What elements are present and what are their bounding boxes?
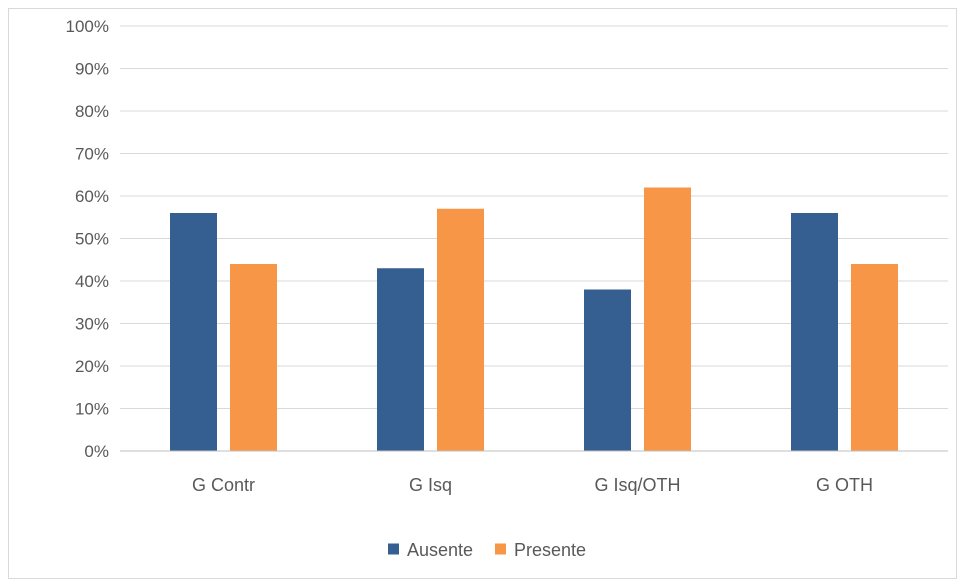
legend-swatch-presente: [495, 543, 506, 555]
y-tick-label: 60%: [75, 187, 109, 206]
y-tick-label: 90%: [75, 60, 109, 79]
y-tick-label: 30%: [75, 315, 109, 334]
y-tick-label: 70%: [75, 145, 109, 164]
y-tick-label: 40%: [75, 272, 109, 291]
bar-ausente-2: [584, 289, 631, 451]
y-tick-label: 20%: [75, 357, 109, 376]
x-category-label: G Contr: [192, 475, 255, 495]
y-tick-label: 50%: [75, 230, 109, 249]
y-tick-label: 0%: [84, 442, 109, 461]
bar-presente-3: [851, 264, 898, 451]
x-category-label: G OTH: [816, 475, 873, 495]
legend-label-ausente: Ausente: [407, 540, 473, 560]
y-tick-label: 100%: [66, 17, 109, 36]
bar-ausente-1: [377, 268, 424, 451]
y-tick-label: 80%: [75, 102, 109, 121]
y-tick-label: 10%: [75, 400, 109, 419]
x-category-label: G Isq: [409, 475, 452, 495]
bar-ausente-0: [170, 213, 217, 451]
x-category-label: G Isq/OTH: [594, 475, 680, 495]
x-axis-categories: G Contr G Isq G Isq/OTH G OTH: [192, 475, 873, 495]
legend-label-presente: Presente: [514, 540, 586, 560]
legend: Ausente Presente: [388, 540, 586, 560]
bar-presente-1: [437, 208, 484, 451]
y-axis-ticks: 0% 10% 20% 30% 40% 50% 60% 70% 80% 90% 100%: [66, 17, 109, 461]
bar-ausente-3: [791, 213, 838, 451]
bar-presente-0: [230, 264, 277, 451]
legend-swatch-ausente: [388, 543, 399, 555]
bar-presente-2: [644, 187, 691, 451]
bars: [170, 187, 898, 451]
